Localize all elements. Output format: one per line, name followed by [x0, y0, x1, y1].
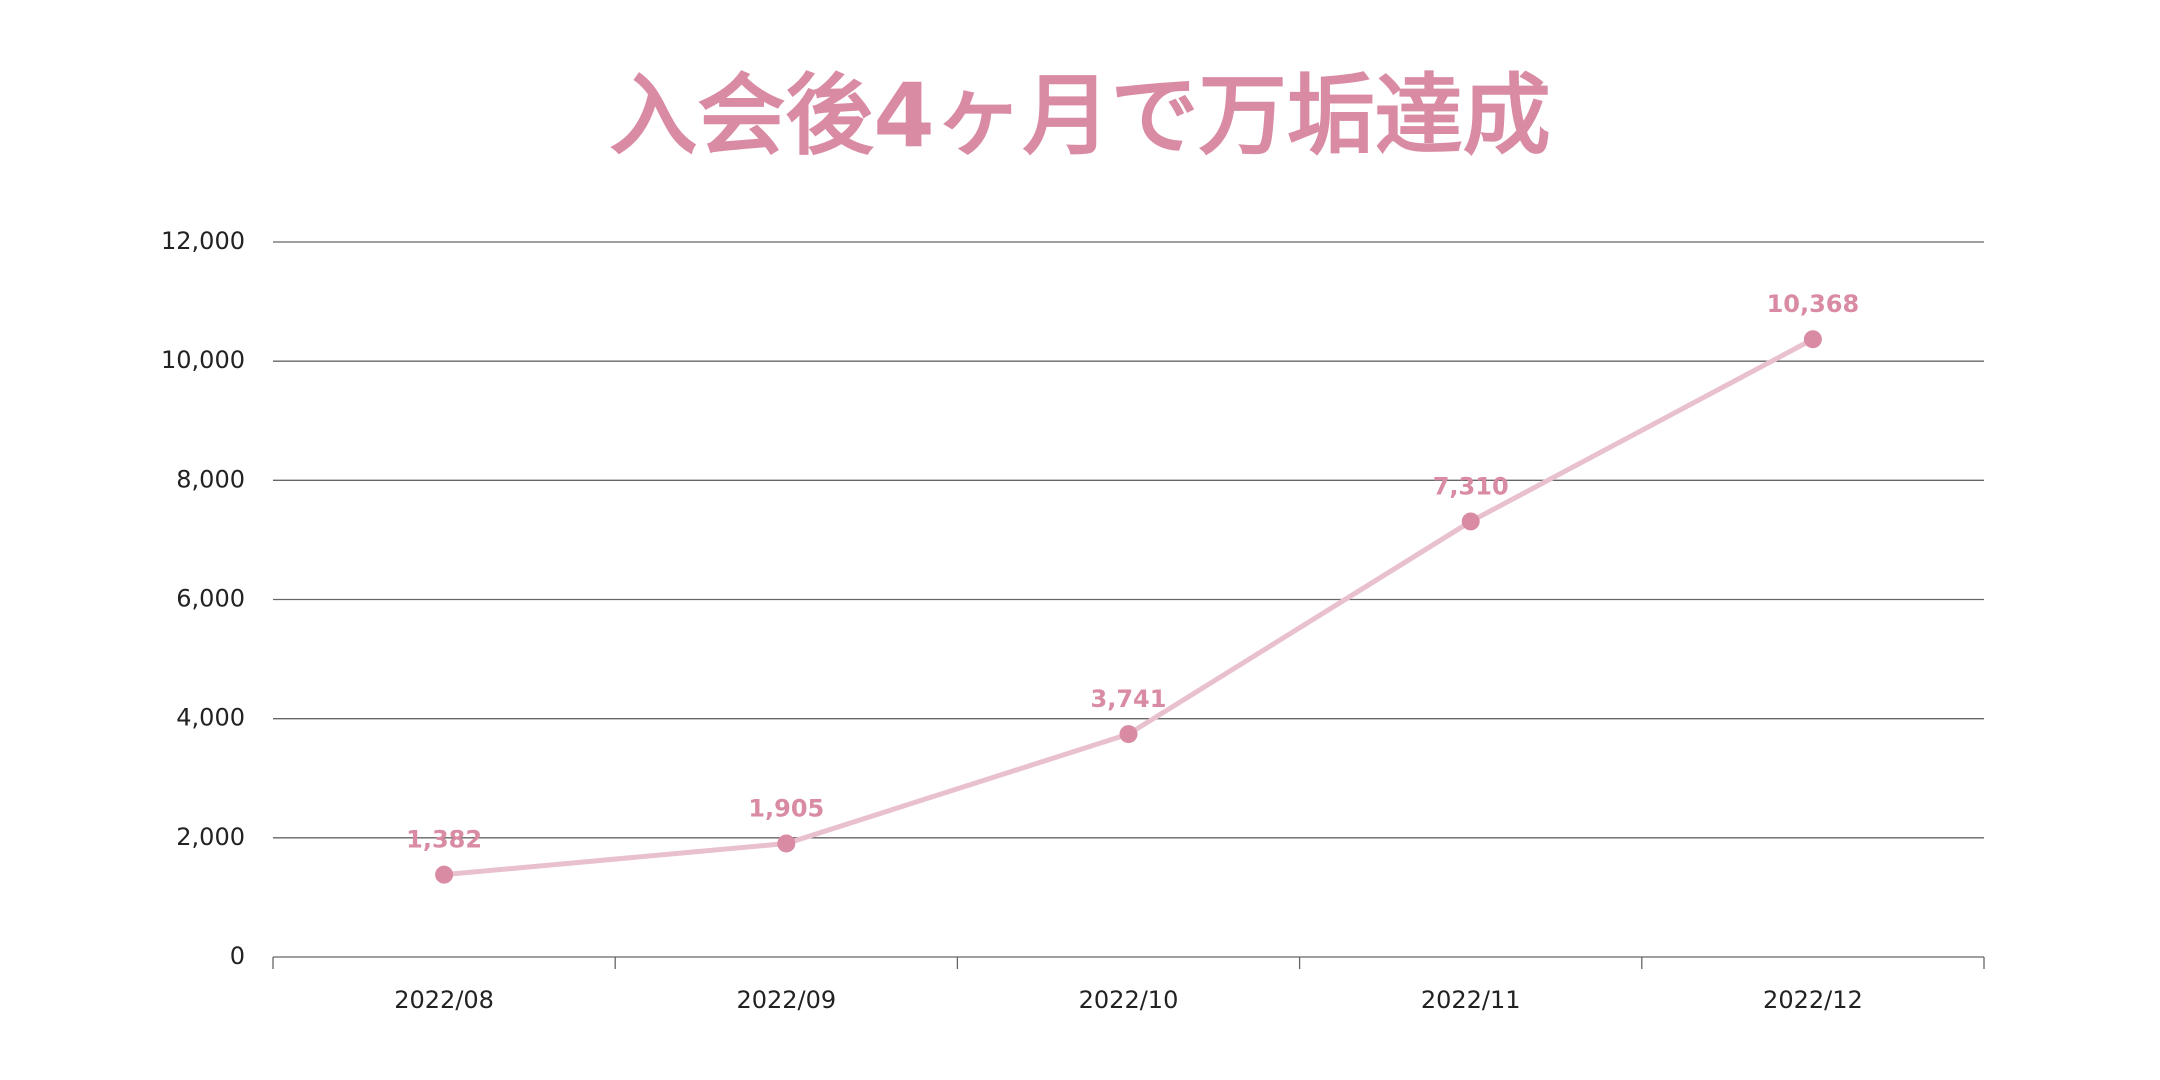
data-label: 3,741 — [1091, 685, 1167, 713]
y-tick-label: 8,000 — [176, 465, 245, 493]
x-tick-label: 2022/11 — [1421, 986, 1521, 1014]
x-tick-label: 2022/12 — [1763, 986, 1863, 1014]
line — [443, 337, 1815, 878]
data-label: 1,905 — [748, 794, 824, 822]
point — [1803, 330, 1822, 349]
data-label: 7,310 — [1433, 472, 1509, 500]
x-tick-label: 2022/09 — [736, 986, 836, 1014]
chart-title: 入会後4ヶ月で万垢達成 — [609, 64, 1550, 167]
point — [777, 834, 796, 853]
y-tick-label: 6,000 — [176, 585, 245, 613]
y-tick-label: 12,000 — [161, 227, 245, 255]
point — [1461, 512, 1480, 531]
point — [1119, 725, 1138, 744]
data-label: 1,382 — [406, 826, 482, 854]
y-tick-label: 0 — [230, 942, 245, 970]
y-tick-label: 10,000 — [161, 346, 245, 374]
x-tick-label: 2022/10 — [1079, 986, 1179, 1014]
point — [435, 865, 454, 884]
data-label: 10,368 — [1767, 290, 1860, 318]
y-tick-label: 2,000 — [176, 823, 245, 851]
x-tick-label: 2022/08 — [394, 986, 494, 1014]
y-tick-label: 4,000 — [176, 704, 245, 732]
